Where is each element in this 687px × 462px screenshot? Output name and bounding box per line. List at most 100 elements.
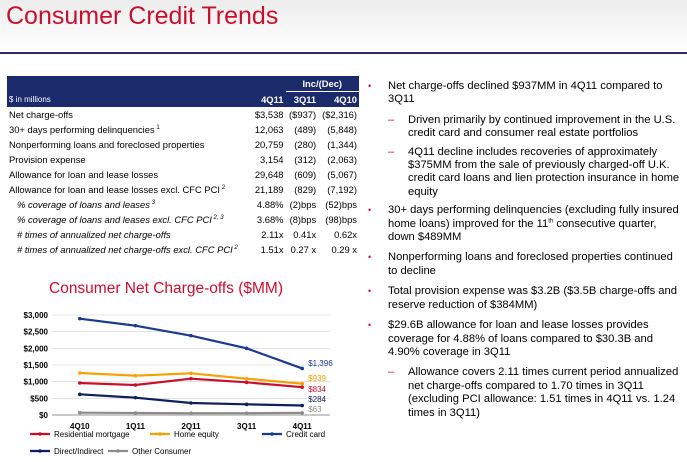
row-label: % coverage of loans and leases excl. CFC… <box>7 212 251 227</box>
header-4q11: 4Q11 <box>251 91 286 107</box>
bullet-item: • $29.6B allowance for loan and lease los… <box>366 319 684 359</box>
data-point <box>244 346 249 351</box>
x-tick-label: 2Q11 <box>181 422 201 431</box>
bullet-item: • Nonperforming loans and foreclosed prop… <box>366 251 684 278</box>
legend-marker <box>158 432 162 436</box>
row-label: % coverage of loans and leases 3 <box>7 197 251 212</box>
cell-c3: (7,192) <box>327 184 357 195</box>
table-row: Nonperforming loans and foreclosed prope… <box>7 137 359 152</box>
table-row: # times of annualized net charge-offs 2.1… <box>7 227 359 242</box>
bullet-marker: • <box>368 286 372 297</box>
cell-c2: 0.41x <box>293 229 317 240</box>
bullet-item: • Net charge-offs declined $937MM in 4Q11… <box>366 80 684 107</box>
bullet-text: $29.6B allowance for loan and lease loss… <box>388 319 653 358</box>
footnote-marker: 2, 3 <box>211 214 224 221</box>
cell-c2: (312) <box>294 154 317 165</box>
table-row: Allowance for loan and lease losses 29,64… <box>7 167 359 182</box>
cell-c3: (2,063) <box>327 154 357 165</box>
cell-c1: 21,189 <box>254 184 284 195</box>
footnote-marker: 2 <box>220 184 226 191</box>
row-label-text: # times of annualized net charge-offs <box>17 229 171 240</box>
cell-c2: (8)bps <box>289 214 317 225</box>
legend-marker <box>270 432 274 436</box>
row-label-text: % coverage of loans and leases excl. CFC… <box>17 214 212 225</box>
data-point <box>78 392 82 397</box>
cell-c1: 3.68% <box>256 214 284 225</box>
x-tick-label: 3Q11 <box>237 422 257 431</box>
sub-bullet-text: Driven primarily by continued improvemen… <box>408 113 676 140</box>
table-row: # times of annualized net charge-offs ex… <box>7 242 359 257</box>
cell-c3: (5,067) <box>327 169 357 180</box>
legend-label: Other Consumer <box>132 447 191 456</box>
bullet-marker: • <box>368 81 372 91</box>
sub-bullet-marker: – <box>388 366 395 379</box>
data-point <box>133 383 138 387</box>
header-inc-dec: Inc/(Dec) <box>285 76 359 92</box>
table-body: Net charge-offs $3,538 ($937) ($2,316) 30+ d… <box>7 107 359 257</box>
row-label: Provision expense <box>7 152 251 167</box>
data-point <box>189 401 193 405</box>
cell-c3: (98)bps <box>325 214 357 225</box>
x-tick-label: 4Q10 <box>70 422 90 431</box>
cell-c2: ($937) <box>289 109 317 120</box>
cell-c2: (609) <box>294 169 317 180</box>
title-rule <box>0 52 687 54</box>
cell-c1: $3,538 <box>254 109 284 120</box>
cell-c1: 12,063 <box>254 124 284 135</box>
footnote-marker: 2 <box>232 244 238 251</box>
data-point <box>300 381 305 386</box>
sub-bullet-marker: – <box>388 113 395 126</box>
row-label-text: # times of annualized net charge-offs ex… <box>17 244 233 255</box>
row-label: Allowance for loan and lease losses <box>7 167 251 182</box>
bullet-text: Net charge-offs declined $937MM in 4Q11 … <box>388 80 663 106</box>
cell-c1: 4.88% <box>256 199 284 210</box>
data-point <box>133 373 138 378</box>
table-header-top: Inc/(Dec) <box>7 76 359 92</box>
bullet-item: • 30+ days performing delinquencies (excl… <box>366 204 684 244</box>
x-tick-label: 1Q11 <box>126 422 146 431</box>
table-row: % coverage of loans and leases 3 4.88% (2)… <box>7 197 359 212</box>
header-units: $ in millions <box>7 91 252 107</box>
row-label-text: Provision expense <box>9 154 86 165</box>
end-value-label: $1,396 <box>308 359 333 368</box>
bullet-marker: • <box>368 252 372 263</box>
header-empty <box>251 76 286 92</box>
sub-bullet-text: 4Q11 decline includes recoveries of appr… <box>408 145 680 198</box>
cell-c2: (489) <box>294 124 317 135</box>
data-point <box>133 323 138 328</box>
data-point <box>300 385 305 389</box>
cell-c2: 0.27 x <box>290 244 317 255</box>
data-point <box>78 316 82 321</box>
y-tick-label: $2,500 <box>24 328 49 337</box>
cell-c3: 0.62x <box>334 229 357 240</box>
table-row: Net charge-offs $3,538 ($937) ($2,316) <box>7 107 359 122</box>
table-row: 30+ days performing delinquencies 1 12,06… <box>7 122 359 137</box>
footnote-marker: 3 <box>149 199 155 206</box>
sub-bullet-text: Allowance covers 2.11 times current peri… <box>408 366 679 419</box>
data-point <box>300 366 305 371</box>
row-label-text: Allowance for loan and lease losses excl… <box>9 184 221 195</box>
cell-c2: (2)bps <box>289 199 317 210</box>
data-point <box>300 403 305 408</box>
data-point <box>244 411 249 415</box>
x-tick-label: 4Q11 <box>293 422 313 431</box>
table-row: Allowance for loan and lease losses excl… <box>7 182 359 197</box>
row-label-text: Nonperforming loans and foreclosed prope… <box>9 139 205 150</box>
y-tick-label: $2,000 <box>24 344 49 353</box>
cell-c2: (829) <box>294 184 317 195</box>
data-point <box>78 381 82 385</box>
sub-bullet-item: – Allowance covers 2.11 times current per… <box>366 366 684 420</box>
legend-label: Home equity <box>174 430 219 439</box>
bullet-list: • Net charge-offs declined $937MM in 4Q11… <box>366 80 684 425</box>
bullet-text: 30+ days performing delinquencies (exclu… <box>388 204 679 244</box>
header-4q10: 4Q10 <box>318 91 359 107</box>
cell-c3: (1,344) <box>327 139 357 150</box>
cell-c1: 3,154 <box>260 154 284 165</box>
row-label: Net charge-offs <box>7 107 251 122</box>
cell-c2: (280) <box>294 139 317 150</box>
end-value-label: $63 <box>308 405 322 414</box>
legend-label: Direct/Indirect <box>54 447 104 456</box>
row-label: # times of annualized net charge-offs ex… <box>7 242 251 257</box>
data-point <box>244 380 249 385</box>
data-point <box>189 411 193 415</box>
